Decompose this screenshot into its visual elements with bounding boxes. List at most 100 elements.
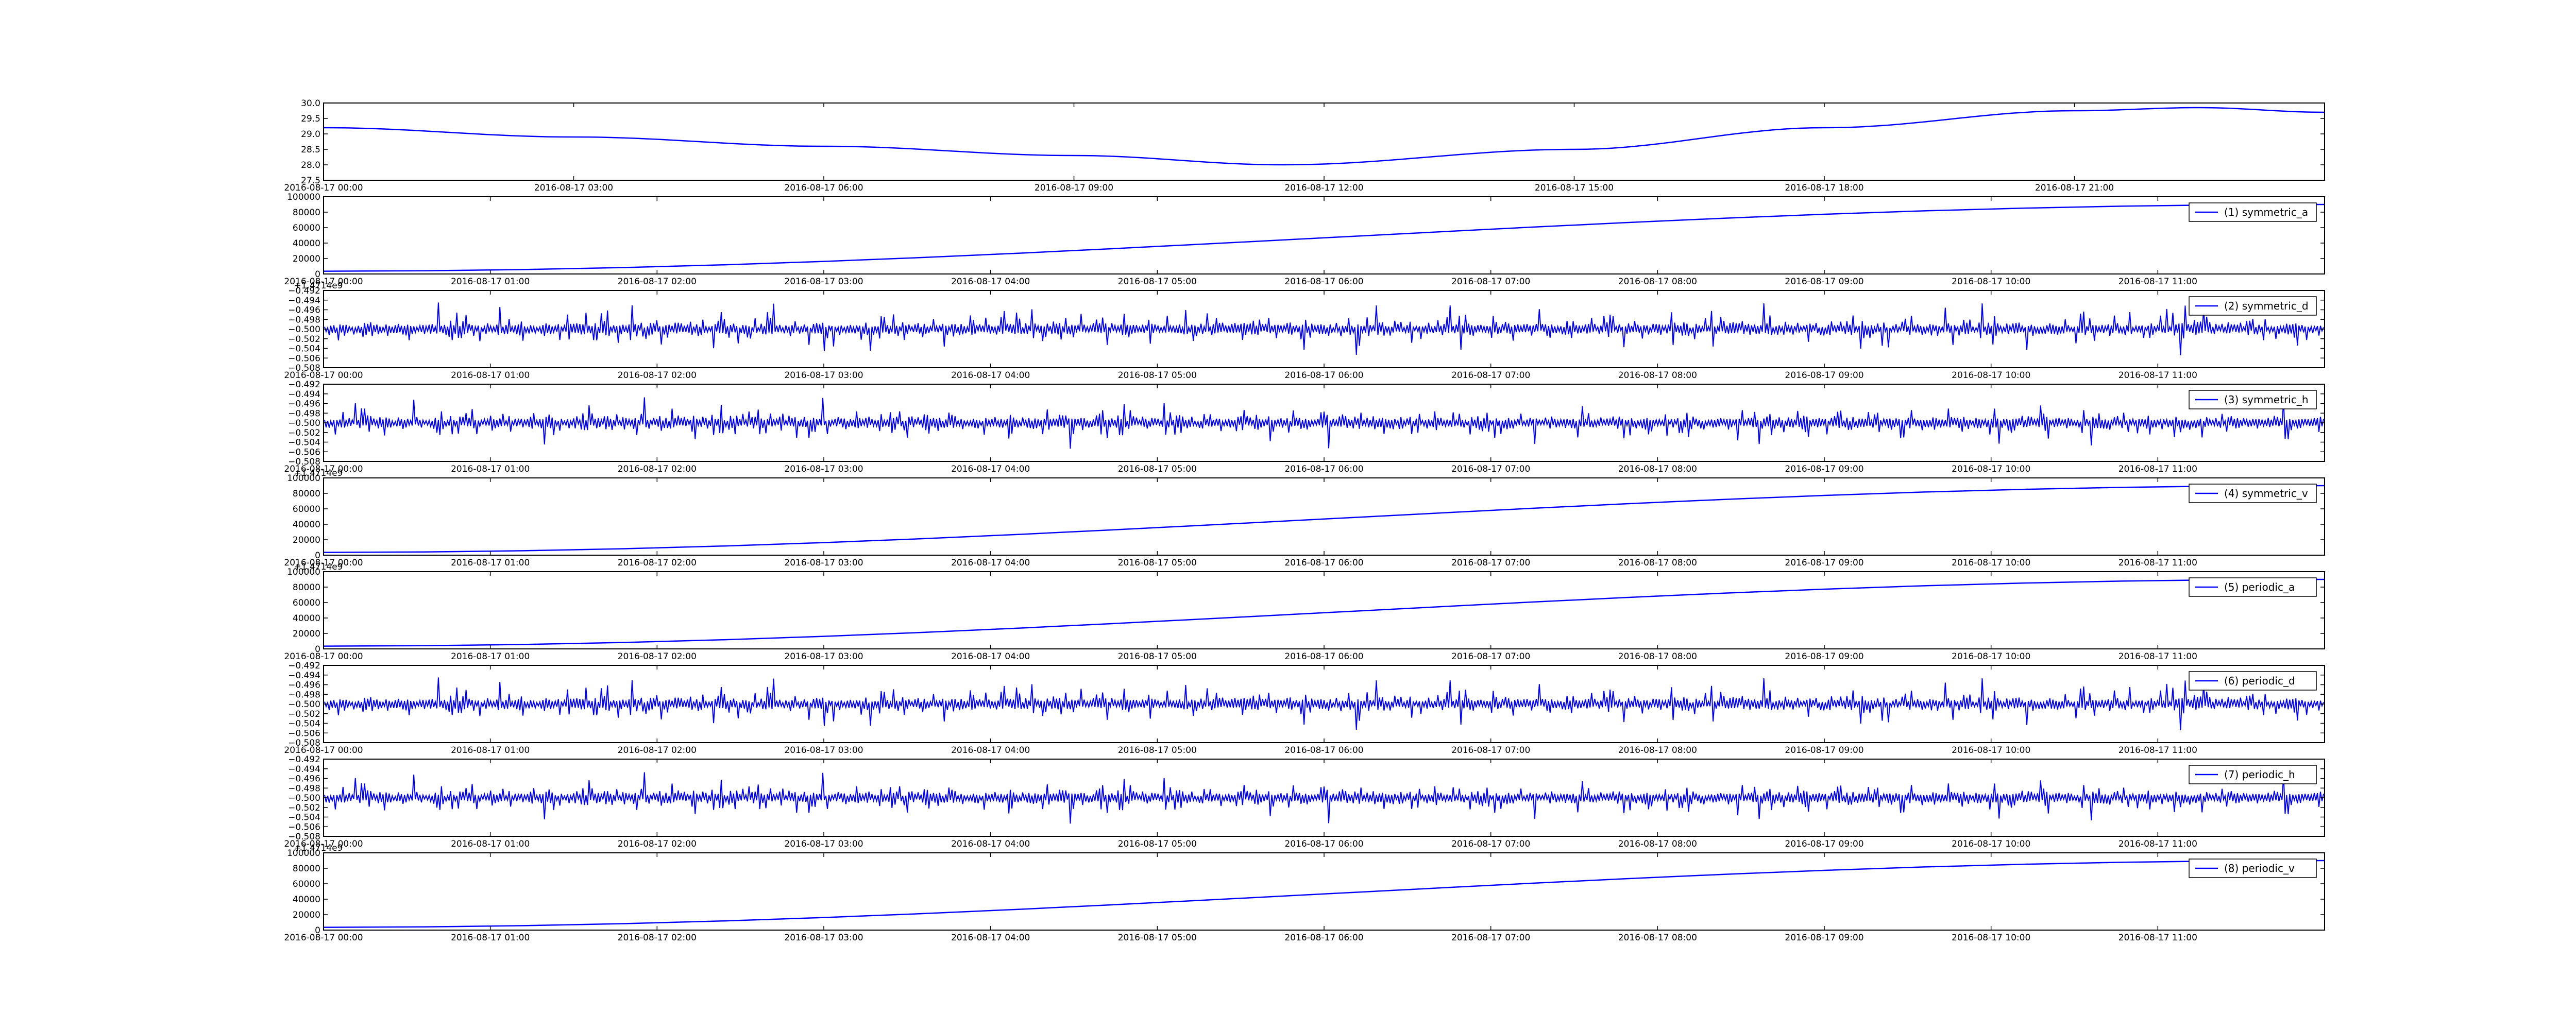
series-line [323, 578, 2325, 647]
subplot-4: −0.508−0.506−0.504−0.502−0.500−0.498−0.4… [284, 380, 2325, 478]
legend-label: (8) periodic_v [2224, 862, 2295, 874]
x-tick-label: 2016-08-17 05:00 [1118, 464, 1197, 474]
x-tick-label: 2016-08-17 05:00 [1118, 839, 1197, 849]
subplot-1: 27.5 28.0 28.5 29.0 29.5 30.0 2016-08-17 00:00… [284, 98, 2325, 193]
y-tick-label: −0.508 [288, 363, 320, 373]
x-tick-label: 2016-08-17 03:00 [784, 277, 863, 287]
x-tick-label: 2016-08-17 11:00 [2119, 933, 2197, 943]
x-tick-label: 2016-08-17 04:00 [951, 464, 1030, 474]
x-tick-label: 2016-08-17 03:00 [784, 745, 863, 756]
x-tick-label: 2016-08-17 02:00 [618, 745, 697, 756]
legend: (2) symmetric_d [2189, 296, 2317, 316]
y-tick-label: −0.506 [288, 822, 320, 832]
x-tick-label: 2016-08-17 01:00 [451, 745, 530, 756]
y-tick-label: −0.496 [288, 680, 320, 691]
x-tick-label: 2016-08-17 08:00 [1618, 558, 1697, 568]
y-tick-label: 60000 [293, 879, 320, 889]
y-tick-label: −0.492 [288, 661, 320, 671]
x-tick-label: 2016-08-17 00:00 [284, 370, 363, 381]
legend: (1) symmetric_a [2189, 202, 2317, 222]
y-tick-label: 27.5 [301, 176, 320, 186]
series-line [323, 203, 2325, 272]
x-tick-label: 2016-08-17 07:00 [1451, 839, 1530, 849]
x-tick-label: 2016-08-17 00:00 [284, 933, 363, 943]
x-tick-label: 2016-08-17 09:00 [1785, 370, 1863, 381]
y-tick-label: 20000 [293, 629, 320, 639]
x-tick-label: 2016-08-17 07:00 [1451, 277, 1530, 287]
x-tick-label: 2016-08-17 10:00 [1952, 651, 2030, 662]
y-tick-label: −0.500 [288, 418, 320, 428]
x-tick-label: 2016-08-17 08:00 [1618, 277, 1697, 287]
y-tick-label: −0.502 [288, 428, 320, 438]
x-tick-label: 2016-08-17 18:00 [1785, 183, 1863, 193]
x-tick-label: 2016-08-17 06:00 [1284, 745, 1363, 756]
x-tick-label: 2016-08-17 06:00 [1284, 558, 1363, 568]
y-tick-label: 40000 [293, 520, 320, 530]
x-tick-label: 2016-08-17 09:00 [1785, 745, 1863, 756]
y-tick-label: −0.496 [288, 399, 320, 409]
series-line [323, 485, 2325, 553]
y-tick-label: 40000 [293, 613, 320, 624]
y-tick-label: 40000 [293, 238, 320, 249]
y-tick-label: 29.5 [301, 114, 320, 124]
x-tick-label: 2016-08-17 00:00 [284, 183, 363, 193]
series-line [323, 860, 2325, 928]
x-tick-label: 2016-08-17 03:00 [784, 651, 863, 662]
x-tick-label: 2016-08-17 03:00 [784, 370, 863, 381]
x-tick-label: 2016-08-17 01:00 [451, 370, 530, 381]
x-tick-label: 2016-08-17 06:00 [1284, 464, 1363, 474]
x-tick-label: 2016-08-17 11:00 [2119, 558, 2197, 568]
x-tick-label: 2016-08-17 02:00 [618, 464, 697, 474]
x-tick-label: 2016-08-17 04:00 [951, 839, 1030, 849]
legend: (4) symmetric_v [2189, 484, 2317, 503]
y-tick-label: −0.508 [288, 738, 320, 748]
y-tick-label: 0 [315, 269, 320, 280]
x-tick-label: 2016-08-17 04:00 [951, 933, 1030, 943]
y-tick-label: −0.492 [288, 380, 320, 390]
y-tick-label: −0.494 [288, 389, 320, 400]
x-tick-label: 2016-08-17 08:00 [1618, 464, 1697, 474]
y-tick-label: 100000 [287, 848, 320, 859]
subplot-9: 0 20000 40000 60000 80000 100000 2016-08-17 00… [284, 848, 2325, 943]
x-tick-label: 2016-08-17 01:00 [451, 464, 530, 474]
x-tick-label: 2016-08-17 06:00 [1284, 839, 1363, 849]
x-tick-label: 2016-08-17 07:00 [1451, 745, 1530, 756]
offset-text: +1.4714e9 [294, 843, 343, 853]
x-tick-label: 2016-08-17 11:00 [2119, 651, 2197, 662]
x-tick-label: 2016-08-17 09:00 [1035, 183, 1113, 193]
y-tick-label: −0.506 [288, 728, 320, 739]
x-tick-label: 2016-08-17 00:00 [284, 558, 363, 568]
x-tick-label: 2016-08-17 03:00 [784, 933, 863, 943]
legend-label: (1) symmetric_a [2224, 206, 2308, 218]
y-tick-label: −0.500 [288, 793, 320, 803]
subplot-7: −0.508−0.506−0.504−0.502−0.500−0.498−0.4… [284, 661, 2325, 756]
subplot-5: 0 20000 40000 60000 80000 100000 2016-08-17 00… [284, 473, 2325, 572]
x-tick-label: 2016-08-17 11:00 [2119, 464, 2197, 474]
x-tick-label: 2016-08-17 07:00 [1451, 558, 1530, 568]
x-tick-label: 2016-08-17 09:00 [1785, 839, 1863, 849]
x-tick-label: 2016-08-17 04:00 [951, 558, 1030, 568]
y-tick-label: 80000 [293, 489, 320, 499]
offset-text: +1.4714e9 [294, 281, 343, 291]
y-tick-label: −0.492 [288, 754, 320, 765]
x-tick-label: 2016-08-17 07:00 [1451, 464, 1530, 474]
legend: (7) periodic_h [2189, 765, 2317, 784]
x-tick-label: 2016-08-17 06:00 [1284, 277, 1363, 287]
series-line [324, 397, 2324, 449]
x-tick-label: 2016-08-17 06:00 [1284, 370, 1363, 381]
x-tick-label: 2016-08-17 05:00 [1118, 558, 1197, 568]
y-tick-label: −0.498 [288, 408, 320, 419]
x-tick-label: 2016-08-17 09:00 [1785, 933, 1863, 943]
x-tick-label: 2016-08-17 02:00 [618, 839, 697, 849]
series-line [324, 677, 2324, 730]
x-tick-label: 2016-08-17 00:00 [284, 745, 363, 756]
y-tick-label: 0 [315, 925, 320, 936]
y-tick-label: 100000 [287, 567, 320, 577]
y-tick-label: −0.508 [288, 457, 320, 467]
x-tick-label: 2016-08-17 07:00 [1451, 933, 1530, 943]
x-tick-label: 2016-08-17 10:00 [1952, 464, 2030, 474]
x-tick-label: 2016-08-17 04:00 [951, 370, 1030, 381]
x-tick-label: 2016-08-17 11:00 [2119, 277, 2197, 287]
x-tick-label: 2016-08-17 08:00 [1618, 839, 1697, 849]
